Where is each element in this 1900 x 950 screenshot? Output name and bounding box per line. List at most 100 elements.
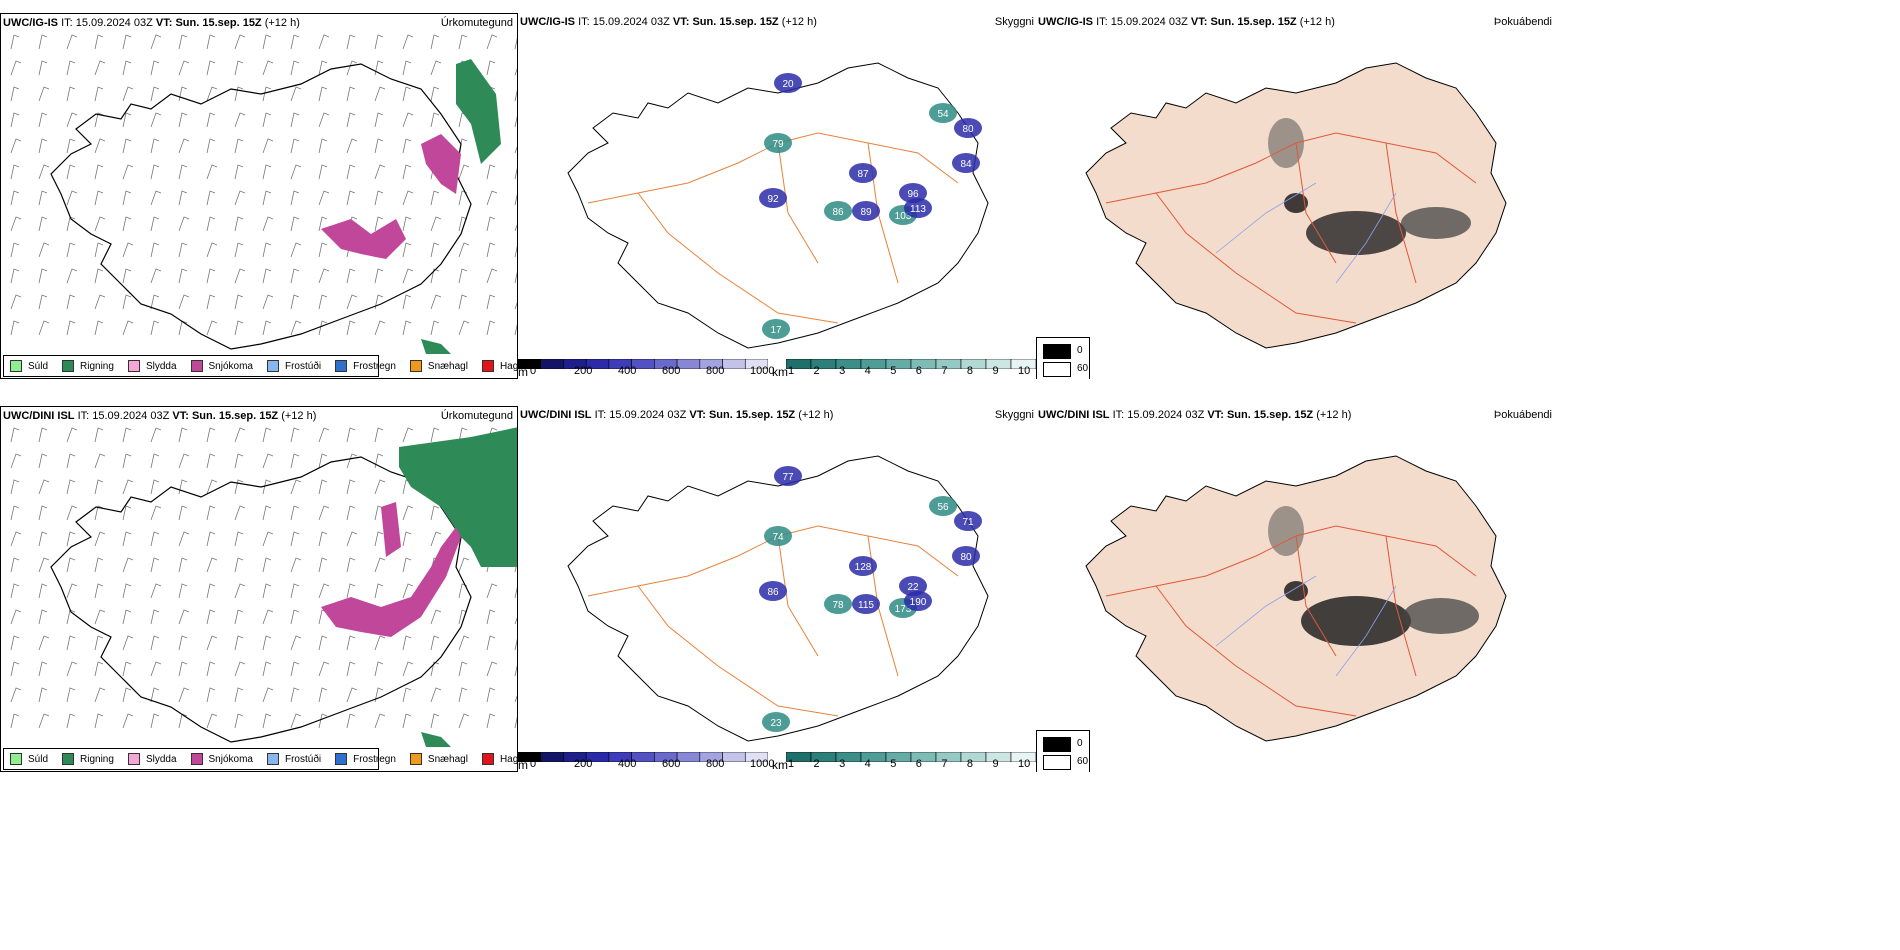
fog-shade — [1403, 598, 1479, 634]
wind-barb — [290, 583, 300, 599]
colorbar-tick: 800 — [706, 365, 725, 377]
wind-barb — [402, 320, 412, 336]
wind-barb — [122, 713, 134, 729]
wind-barb — [122, 164, 134, 180]
wind-barb — [38, 112, 48, 128]
cloud-height-label: 128 — [855, 562, 872, 573]
cloud-height-label: 96 — [907, 189, 919, 200]
colorbar-tick: 0 — [530, 758, 537, 770]
wind-barb — [374, 268, 384, 284]
wind-barb — [94, 427, 104, 443]
wind-barb — [122, 609, 132, 625]
wind-barb — [66, 453, 76, 469]
wind-barb — [38, 687, 48, 703]
cloud-height-label: 79 — [772, 139, 784, 150]
field-name: Úrkomutegund — [440, 410, 513, 422]
wind-barb — [402, 687, 412, 703]
wind-barb — [402, 216, 412, 232]
legend-swatch — [481, 753, 494, 765]
wind-barb — [318, 713, 328, 729]
wind-barb — [514, 224, 517, 232]
wind-barb — [374, 294, 384, 310]
wind-barb — [66, 294, 76, 310]
wind-barb — [178, 583, 188, 599]
wind-barb — [486, 294, 496, 310]
wind-barb — [38, 86, 50, 102]
wind-barb — [178, 60, 190, 76]
wind-barb — [262, 320, 272, 336]
fog-swatch — [1043, 737, 1071, 752]
fog-shade — [1284, 581, 1308, 601]
wind-barb — [318, 427, 330, 443]
legend-swatch — [62, 753, 75, 765]
wind-barb — [122, 320, 134, 336]
colorbar-tick: 1 — [788, 758, 795, 770]
cloud-blob — [774, 73, 802, 93]
legend-label: Frostregn — [353, 753, 396, 765]
wind-barb — [150, 531, 160, 547]
wind-barb — [346, 635, 356, 651]
wind-barb — [290, 216, 300, 232]
wind-barb — [374, 687, 384, 703]
field-name: Þokuábendi — [1493, 409, 1552, 421]
wind-barb — [206, 505, 216, 521]
wind-barb — [430, 34, 440, 50]
wind-barb — [290, 661, 300, 677]
wind-barb — [94, 242, 104, 258]
wind-barb — [458, 164, 470, 180]
wind-barb — [402, 661, 414, 677]
wind-barb — [234, 687, 244, 703]
legend-label: Snæhagl — [427, 753, 468, 765]
wind-barb — [430, 661, 440, 677]
legend-label: Súld — [28, 753, 49, 765]
wind-barb — [402, 583, 414, 599]
wind-barb — [402, 34, 414, 50]
wind-barb — [234, 427, 246, 443]
wind-barb — [402, 138, 412, 154]
wind-barb — [290, 138, 300, 154]
panel-header: UWC/IG-IS IT: 15.09.2024 03Z VT: Sun. 15… — [3, 17, 300, 29]
wind-barb — [262, 453, 274, 469]
wind-barb — [38, 294, 48, 310]
wind-barb — [514, 716, 517, 729]
wind-barb — [430, 190, 440, 206]
fog-swatch — [1043, 344, 1071, 359]
wind-barb — [150, 635, 160, 651]
vis-colorbar — [786, 752, 1036, 762]
wind-barb — [150, 320, 160, 336]
wind-barb — [66, 164, 76, 180]
wind-barb — [94, 583, 104, 599]
wind-barb — [206, 427, 216, 443]
colorbar-tick: 4 — [864, 758, 871, 770]
wind-barb — [10, 112, 20, 128]
vis-colorbar — [786, 359, 1036, 369]
wind-barb — [430, 268, 440, 284]
wind-barb — [234, 531, 244, 547]
wind-barb — [402, 713, 412, 729]
wind-barb — [10, 687, 22, 703]
colorbar-tick: 200 — [574, 365, 593, 377]
cloud-height-label: 103 — [895, 211, 912, 222]
cloud-blob — [849, 556, 877, 576]
wind-barb — [206, 635, 218, 651]
height-colorbar — [518, 359, 768, 369]
wind-barb — [66, 34, 78, 50]
wind-barb — [346, 60, 358, 76]
wind-barb — [374, 34, 384, 50]
wind-barb — [94, 216, 106, 232]
legend-item: Haglél — [481, 360, 517, 372]
fog-legend-label: 60 — [1077, 756, 1089, 767]
wind-barb — [514, 115, 517, 128]
wind-barb — [514, 167, 517, 180]
wind-barb — [346, 479, 356, 495]
wind-barb — [290, 713, 302, 729]
wind-barb — [150, 60, 160, 76]
wind-barb — [178, 505, 188, 521]
cloud-height-label: 89 — [860, 207, 872, 218]
wind-barb — [234, 479, 244, 495]
legend-swatch — [62, 360, 75, 372]
wind-barb — [430, 635, 440, 651]
wind-barb — [10, 453, 22, 469]
wind-barb — [206, 531, 216, 547]
wind-barb — [234, 190, 246, 206]
